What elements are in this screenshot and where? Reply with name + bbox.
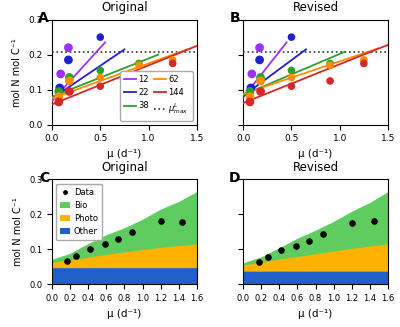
Point [247,89,253,94]
Point [361,61,367,66]
Point [288,75,295,80]
Point [136,61,142,66]
Point [97,35,104,40]
Point [348,221,355,226]
Y-axis label: mol N mol C⁻¹: mol N mol C⁻¹ [14,198,24,266]
Point [56,94,62,99]
Point [170,61,176,66]
Title: Original: Original [101,161,148,174]
Point [256,45,263,50]
Point [65,57,72,62]
Point [128,229,135,234]
Point [257,89,264,94]
X-axis label: μ (d⁻¹): μ (d⁻¹) [107,309,142,319]
Point [66,78,72,84]
Title: Revised: Revised [292,1,339,14]
Point [115,236,121,242]
Point [248,85,254,91]
Point [58,71,64,77]
Y-axis label: mol N mol C⁻¹: mol N mol C⁻¹ [12,38,22,107]
Point [288,68,295,73]
Point [97,84,104,89]
Point [179,219,186,225]
X-axis label: μ (d⁻¹): μ (d⁻¹) [298,149,333,159]
Text: C: C [39,171,49,185]
Point [97,75,104,80]
Point [64,258,70,263]
Point [327,62,333,68]
Title: Original: Original [101,1,148,14]
Point [306,238,312,243]
Point [136,62,142,68]
Point [361,57,367,62]
Point [370,218,377,223]
Point [327,78,333,84]
Point [56,99,62,105]
Title: Revised: Revised [292,161,339,174]
Point [73,254,80,259]
Point [255,259,262,264]
X-axis label: μ (d⁻¹): μ (d⁻¹) [298,309,333,319]
Point [256,57,263,62]
Point [97,68,104,73]
Point [247,94,253,99]
Point [56,85,63,91]
X-axis label: μ (d⁻¹): μ (d⁻¹) [107,149,142,159]
Point [56,89,62,94]
Point [136,78,142,84]
Point [87,247,93,252]
Point [101,242,108,247]
Point [264,254,271,260]
Point [247,99,253,105]
Point [257,78,264,84]
Point [65,45,72,50]
Point [249,71,255,77]
Point [170,57,176,62]
Point [288,35,295,40]
Text: B: B [230,11,240,25]
Point [257,75,264,80]
Point [66,89,72,94]
Legend: Data, Bio, Photo, Other: Data, Bio, Photo, Other [56,183,102,240]
Point [292,243,299,249]
Point [66,75,72,80]
Point [327,61,333,66]
Point [320,231,326,236]
Text: A: A [38,11,49,25]
Point [278,248,284,253]
Point [288,84,295,89]
Legend: 12, 22, 38, 62, 144, $\mu^L_{max}$: 12, 22, 38, 62, 144, $\mu^L_{max}$ [120,71,193,121]
Point [158,219,164,224]
Text: D: D [229,171,240,185]
